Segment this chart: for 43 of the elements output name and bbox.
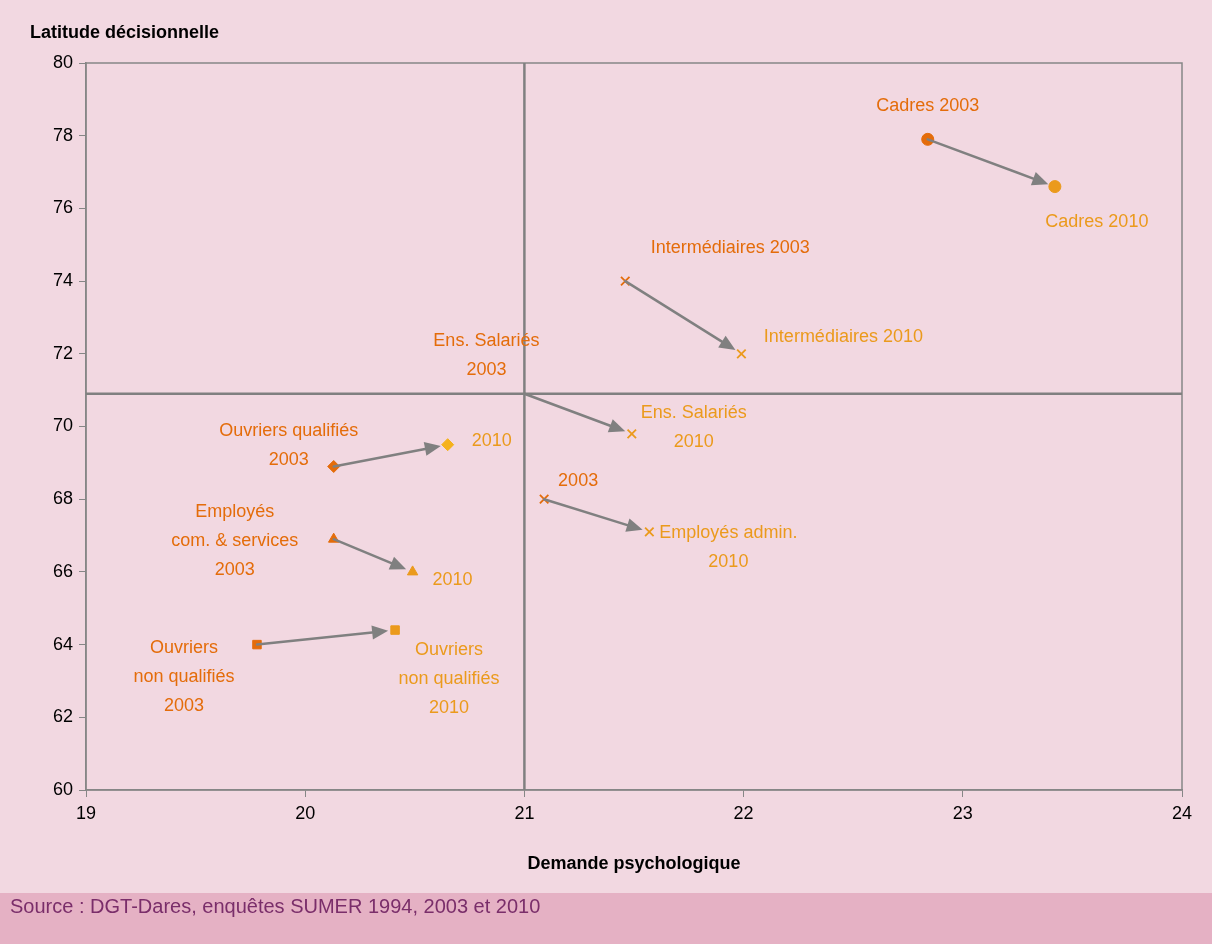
source-note: Source : DGT-Dares, enquêtes SUMER 1994, 2003 et 2010 [10, 894, 541, 917]
point [644, 526, 655, 538]
point [538, 494, 550, 505]
y-tick-label: 80 [52, 51, 73, 72]
x-tick-label: 21 [514, 802, 535, 823]
point [390, 625, 400, 635]
series-label: Intermédiaires 2010 [763, 325, 923, 346]
annotation: Ens. Salariés 2003 [433, 330, 540, 380]
point [736, 348, 747, 359]
x-tick-label: 20 [295, 802, 316, 823]
y-tick-label: 64 [52, 633, 73, 654]
y-tick-label: 78 [52, 124, 73, 145]
series-label: Employés admin. 2010 [659, 522, 798, 572]
x-tick-label: 22 [733, 802, 754, 823]
series-label: Employés com. & services 2003 [171, 501, 299, 580]
series-label: 2003 [558, 470, 599, 491]
series-label: Ouvriers qualifiés 2003 [219, 419, 359, 469]
x-axis-title: Demande psychologique [527, 852, 741, 873]
point [441, 438, 455, 452]
series-label: Ens. Salariés 2010 [640, 402, 747, 452]
y-tick-label: 68 [52, 488, 73, 509]
x-tick-label: 19 [75, 802, 97, 823]
series-label: Cadres 2003 [876, 95, 980, 116]
point [406, 565, 419, 576]
series-label: Cadres 2010 [1045, 210, 1149, 231]
point [1048, 180, 1062, 194]
point [626, 428, 637, 439]
y-tick-label: 60 [52, 778, 73, 799]
x-tick-label: 24 [1171, 802, 1193, 823]
y-tick-label: 66 [52, 560, 73, 581]
y-tick-label: 70 [52, 415, 73, 436]
y-tick-label: 72 [52, 342, 73, 363]
point [620, 275, 631, 287]
series-label: Intermédiaires 2003 [650, 237, 810, 258]
y-axis-title: Latitude décisionnelle [30, 21, 220, 42]
y-tick-label: 74 [52, 270, 73, 291]
series-label: Ouvriers non qualifiés 2003 [133, 636, 235, 715]
y-tick-label: 62 [52, 706, 73, 727]
y-tick-label: 76 [52, 197, 73, 218]
x-tick-label: 23 [952, 802, 973, 823]
series-label: Ouvriers non qualifiés 2010 [398, 639, 500, 718]
series-label: 2010 [471, 429, 512, 450]
series-label: 2010 [432, 568, 473, 589]
